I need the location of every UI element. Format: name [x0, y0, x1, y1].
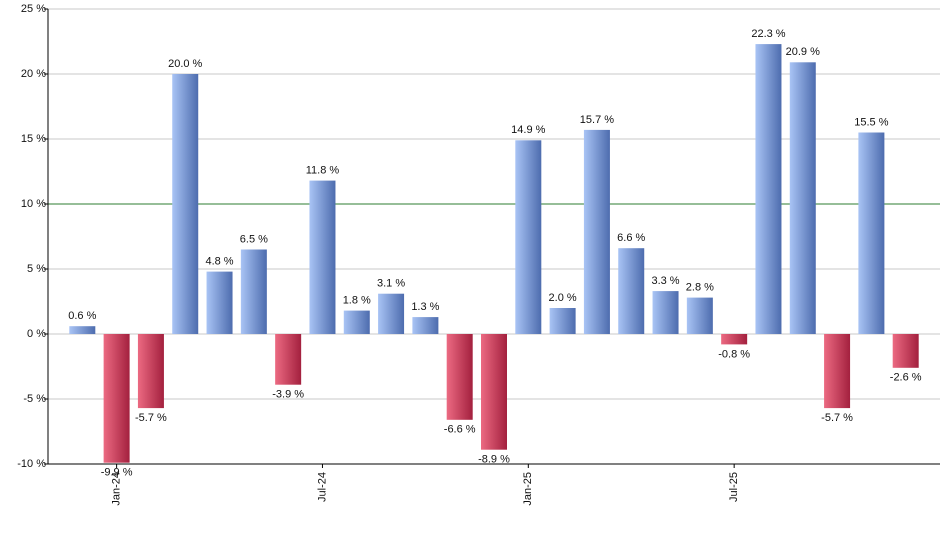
value-label: -5.7 % — [821, 412, 853, 424]
value-label: 3.1 % — [377, 278, 405, 290]
x-tick-label: Jul-24 — [316, 472, 328, 502]
value-label: 6.5 % — [240, 233, 268, 245]
value-label: 15.5 % — [854, 116, 888, 128]
value-label: 22.3 % — [751, 28, 785, 40]
value-label: 0.6 % — [68, 310, 96, 322]
bar — [137, 334, 164, 409]
bar — [69, 326, 96, 334]
value-label: -0.8 % — [718, 348, 750, 360]
value-label: -6.6 % — [444, 424, 476, 436]
y-tick-label: 5 % — [27, 263, 46, 275]
value-label: -8.9 % — [478, 454, 510, 466]
bar — [858, 132, 885, 334]
value-label: 20.0 % — [168, 58, 202, 70]
bar — [240, 249, 267, 334]
y-tick-label: -5 % — [23, 393, 46, 405]
bar — [583, 129, 610, 334]
value-label: 6.6 % — [617, 232, 645, 244]
y-tick-label: 15 % — [21, 133, 46, 145]
x-tick-label: Jan-24 — [111, 472, 123, 506]
value-label: 2.0 % — [549, 292, 577, 304]
y-tick-label: 25 % — [21, 3, 46, 15]
value-label: -9.9 % — [101, 467, 133, 479]
bar — [275, 334, 302, 385]
value-label: 4.8 % — [205, 256, 233, 268]
bar — [515, 140, 542, 334]
value-label: 11.8 % — [306, 165, 340, 177]
bar — [686, 297, 713, 334]
value-label: 15.7 % — [580, 114, 614, 126]
value-label: 1.3 % — [411, 301, 439, 313]
value-label: 2.8 % — [686, 282, 714, 294]
bar — [789, 62, 816, 335]
value-label: 1.8 % — [343, 295, 371, 307]
bar — [309, 180, 336, 334]
y-tick-label: 10 % — [21, 198, 46, 210]
bar — [618, 248, 645, 334]
x-tick-label: Jan-25 — [522, 472, 534, 506]
bar — [755, 44, 782, 334]
bar — [343, 310, 370, 334]
x-tick-label: Jul-25 — [728, 472, 740, 502]
bar — [721, 334, 748, 345]
value-label: -2.6 % — [890, 372, 922, 384]
y-tick-label: 0 % — [27, 328, 46, 340]
bar — [892, 334, 919, 368]
bar — [206, 271, 233, 334]
value-label: 20.9 % — [786, 46, 820, 58]
bar — [412, 317, 439, 334]
bar — [172, 74, 199, 334]
value-label: -5.7 % — [135, 412, 167, 424]
bar — [446, 334, 473, 420]
y-tick-label: -10 % — [17, 458, 46, 470]
value-label: 14.9 % — [511, 124, 545, 136]
y-tick-label: 20 % — [21, 68, 46, 80]
bar — [549, 308, 576, 334]
bar — [481, 334, 507, 450]
bar — [378, 293, 405, 334]
value-label: -3.9 % — [272, 389, 304, 401]
bar — [824, 334, 851, 409]
bar — [103, 334, 130, 463]
value-label: 3.3 % — [651, 275, 679, 287]
bar — [652, 291, 679, 334]
